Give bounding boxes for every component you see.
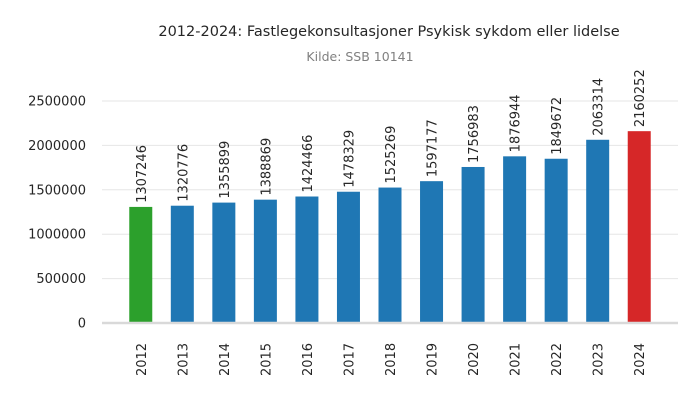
x-tick-label: 2021 [509, 343, 524, 376]
x-tick-label: 2017 [342, 343, 357, 376]
y-tick-label: 500000 [36, 272, 86, 287]
x-tick-label: 2014 [218, 343, 233, 376]
bar [170, 205, 194, 323]
data-label: 2160252 [633, 69, 648, 127]
x-tick-label: 2015 [259, 343, 274, 376]
data-label: 1320776 [176, 144, 191, 202]
y-tick-label: 2500000 [28, 95, 86, 110]
y-tick-label: 1500000 [28, 183, 86, 198]
bar [586, 139, 610, 323]
x-tick-label: 2020 [467, 343, 482, 376]
data-label: 1355899 [218, 141, 233, 199]
bar [212, 202, 236, 323]
y-axis-ticks: 0 500000 1000000 1500000 2000000 2500000 [28, 95, 86, 332]
chart-subtitle: Kilde: SSB 10141 [306, 49, 413, 64]
data-label: 1756983 [467, 105, 482, 163]
data-label: 1525269 [384, 126, 399, 184]
x-tick-label: 2019 [426, 343, 441, 376]
chart-title: 2012-2024: Fastlegekonsultasjoner Psykis… [158, 24, 619, 40]
data-label: 1876944 [509, 94, 524, 152]
bar [129, 206, 153, 323]
bar [544, 158, 568, 323]
data-label: 1424466 [301, 135, 316, 193]
data-label: 1478329 [342, 130, 357, 188]
data-label: 1849672 [550, 97, 565, 155]
x-tick-label: 2023 [592, 343, 607, 376]
bar [336, 191, 360, 323]
x-tick-label: 2022 [550, 343, 565, 376]
bar [378, 187, 402, 323]
x-tick-label: 2024 [633, 343, 648, 376]
y-tick-label: 1000000 [28, 228, 86, 243]
bar [503, 156, 527, 323]
y-tick-label: 0 [78, 317, 86, 332]
bar [420, 181, 444, 323]
bars [129, 131, 651, 323]
data-label: 1307246 [135, 145, 150, 203]
bar [461, 166, 485, 323]
x-tick-label: 2013 [176, 343, 191, 376]
x-tick-label: 2016 [301, 343, 316, 376]
bar [627, 131, 651, 323]
data-label: 1388869 [259, 138, 274, 196]
x-axis-ticks: 2012 2013 2014 2015 2016 2017 2018 2019 2020 2021… [135, 343, 648, 376]
data-label: 2063314 [592, 78, 607, 136]
x-tick-label: 2012 [135, 343, 150, 376]
data-labels: 1307246 1320776 1355899 1388869 1424466 14783… [135, 69, 648, 203]
x-tick-label: 2018 [384, 343, 399, 376]
y-tick-label: 2000000 [28, 139, 86, 154]
bar [295, 196, 319, 323]
data-label: 1597177 [426, 119, 441, 177]
bar [253, 199, 277, 323]
